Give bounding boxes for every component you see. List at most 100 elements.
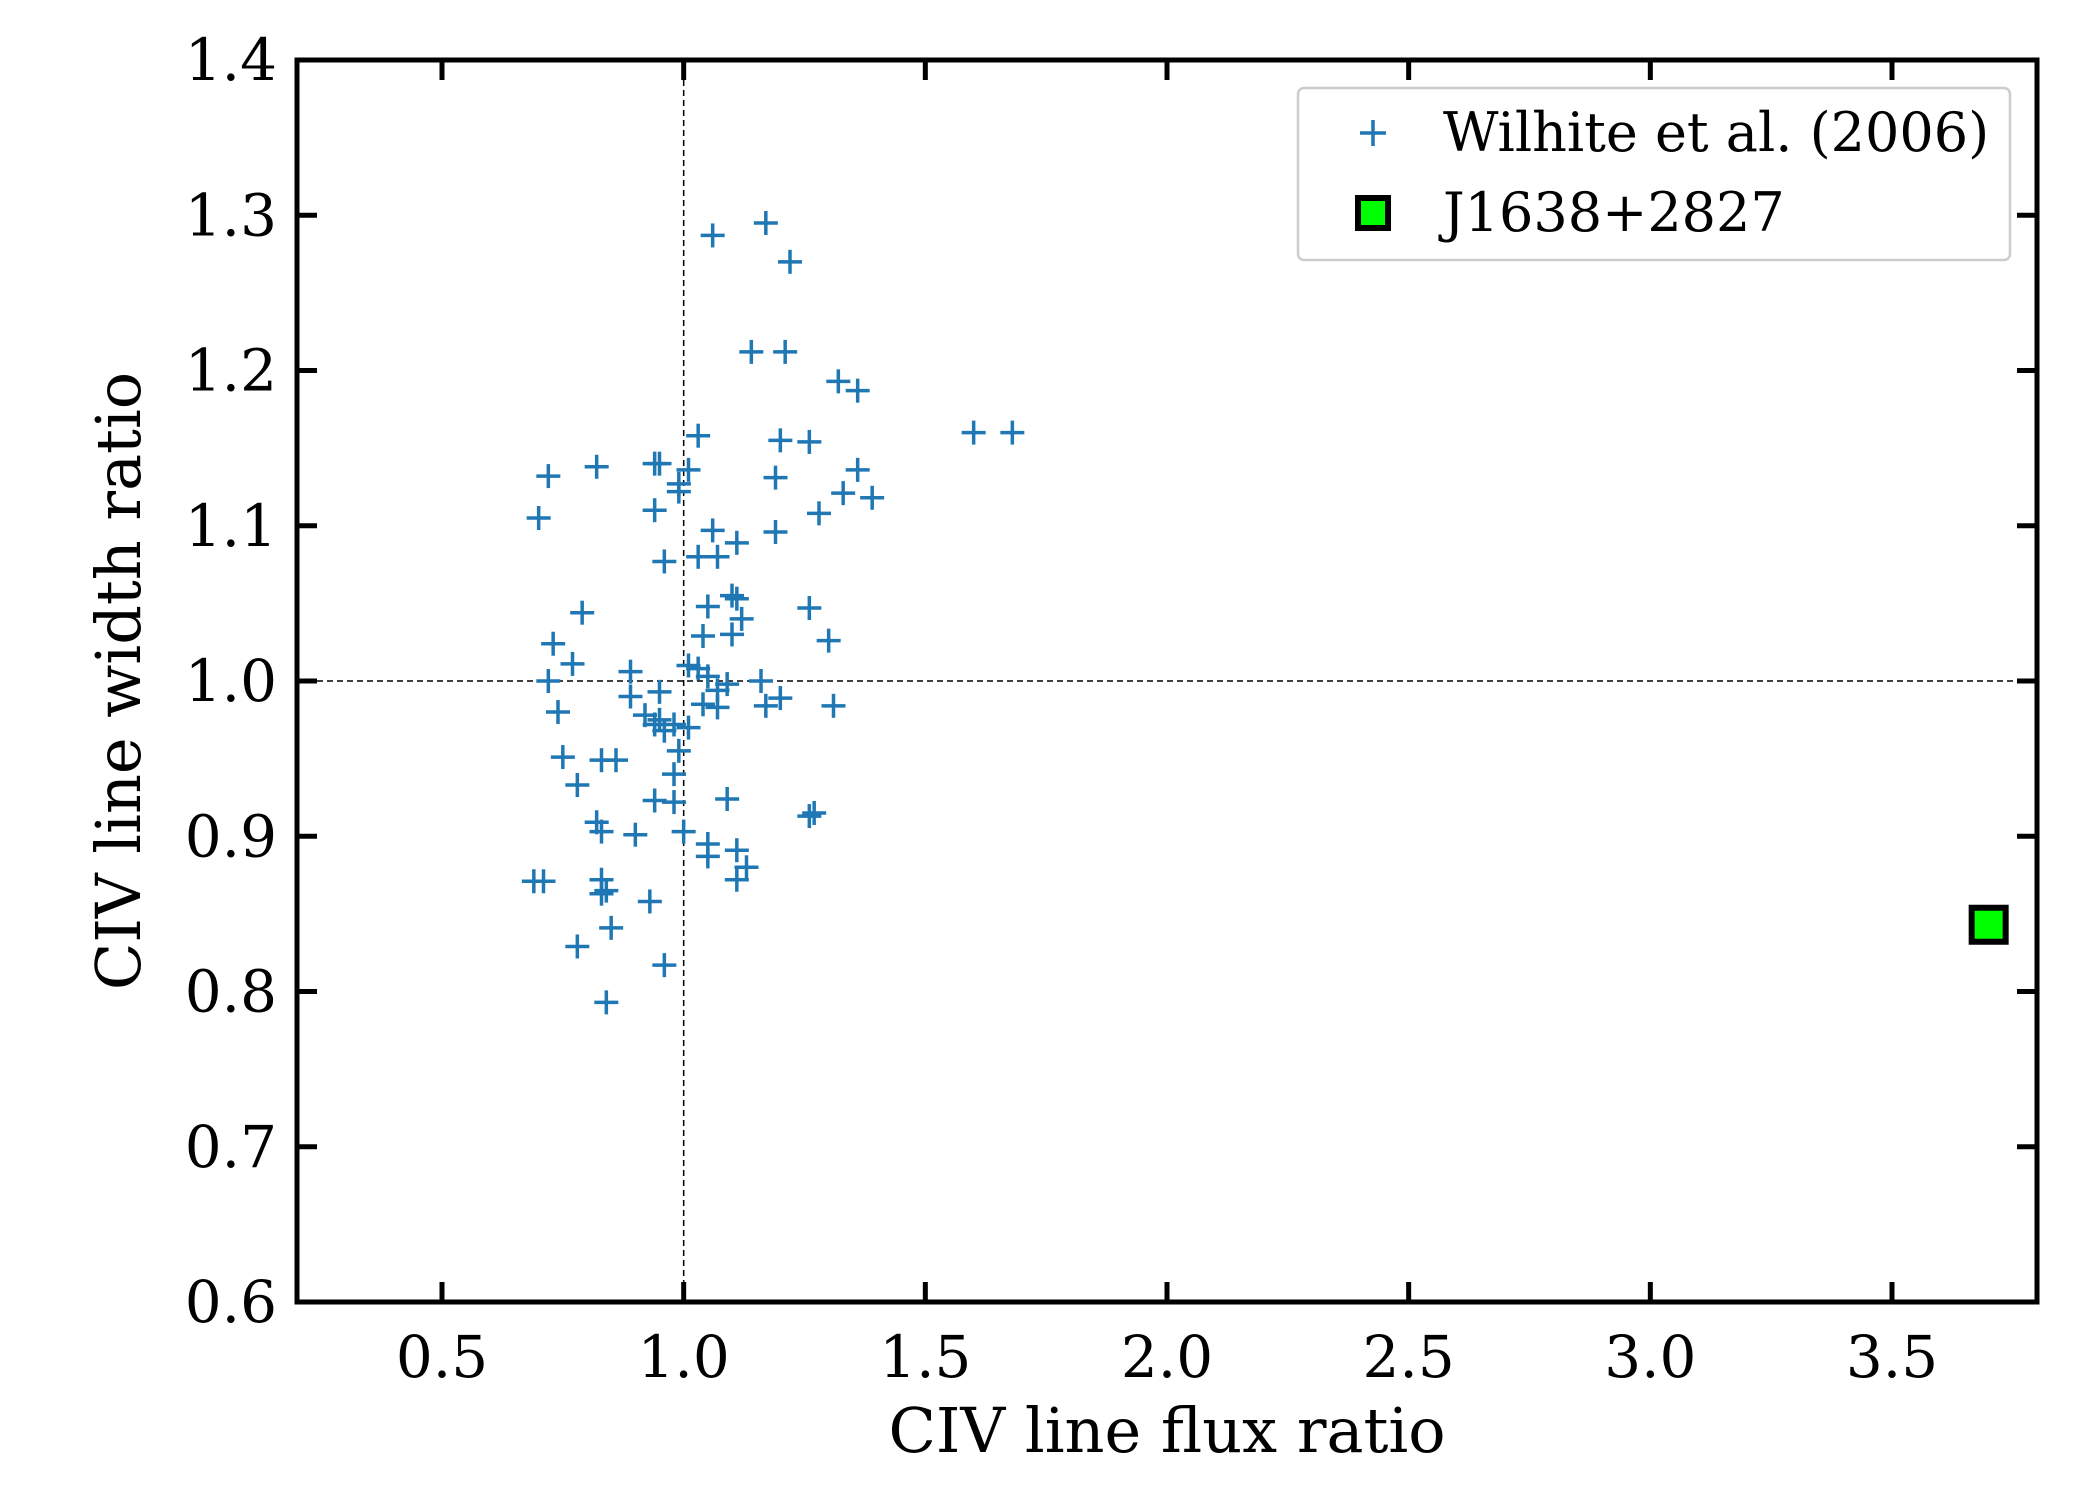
legend-label: J1638+2827: [1438, 181, 1785, 244]
y-tick-label: 0.9: [185, 802, 277, 870]
data-point-plus: [695, 844, 720, 869]
data-point-plus: [816, 628, 841, 653]
data-point-plus: [560, 651, 585, 676]
data-point-plus: [739, 339, 764, 364]
data-point-plus: [652, 549, 677, 574]
data-point-plus: [589, 881, 614, 906]
data-point-plus: [623, 822, 648, 847]
data-point-plus: [695, 594, 720, 619]
data-point-plus: [753, 693, 778, 718]
data-point-plus: [676, 715, 701, 740]
data-point-plus: [546, 700, 570, 725]
legend-marker-plus: [1360, 120, 1386, 146]
y-tick-label: 1.3: [185, 181, 277, 249]
data-point-plus: [720, 622, 744, 647]
y-tick-label: 1.4: [185, 26, 277, 94]
data-point-plus: [1000, 420, 1025, 445]
data-point-plus: [845, 457, 870, 482]
x-tick-label: 1.5: [879, 1323, 971, 1391]
data-point-plus: [662, 762, 686, 787]
data-point-plus: [618, 659, 643, 684]
legend-box: [1296, 86, 2012, 262]
data-point-plus: [570, 600, 595, 625]
data-point-plus: [734, 855, 759, 880]
data-point-plus: [666, 479, 691, 504]
data-point-plus: [565, 934, 590, 959]
x-tick-label: 3.0: [1604, 1323, 1696, 1391]
x-axis-label: CIV line flux ratio: [888, 1394, 1445, 1467]
data-point-plus: [749, 669, 773, 693]
data-point-plus: [676, 457, 701, 482]
data-point-plus: [845, 378, 870, 403]
reference-lines: [297, 60, 2037, 1302]
y-tick-label: 0.8: [185, 958, 277, 1026]
data-point-plus: [589, 819, 614, 844]
data-point-plus: [831, 481, 856, 506]
data-point-plus: [618, 684, 643, 709]
data-point-plus: [647, 451, 672, 476]
legend: Wilhite et al. (2006) J1638+2827: [1296, 86, 2012, 262]
x-tick-label: 0.5: [396, 1323, 488, 1391]
data-point-plus: [961, 420, 986, 445]
data-point-plus: [724, 586, 749, 611]
data-point-plus: [536, 669, 561, 693]
data-point-plus: [691, 623, 715, 648]
plot-frame: [294, 57, 2040, 1305]
y-tick-label: 1.2: [185, 337, 277, 405]
data-point-plus: [536, 464, 561, 489]
data-point-plus: [753, 211, 778, 236]
data-point-plus: [686, 423, 711, 448]
data-point-plus: [526, 505, 551, 530]
data-point-plus: [802, 800, 827, 825]
data-point-plus: [860, 485, 885, 510]
legend-label: Wilhite et al. (2006): [1443, 101, 1989, 164]
data-point-plus: [652, 953, 677, 978]
data-point-plus: [695, 664, 720, 689]
data-point-plus: [797, 429, 822, 454]
data-point-plus: [599, 915, 624, 940]
data-point-plus: [724, 867, 749, 892]
y-tick-label: 0.6: [185, 1268, 277, 1336]
data-point-plus: [778, 249, 802, 274]
data-point-plus: [826, 369, 851, 394]
x-tick-label: 2.0: [1121, 1323, 1213, 1391]
y-axis-label: CIV line width ratio: [82, 372, 155, 990]
data-point-plus: [642, 498, 667, 523]
data-point-plus: [604, 748, 628, 773]
data-point-plus: [705, 544, 730, 569]
y-tick-label: 1.1: [185, 492, 277, 560]
data-point-plus: [729, 606, 754, 631]
x-tick-label: 3.5: [1846, 1323, 1938, 1391]
data-point-plus: [720, 583, 744, 608]
data-point-plus: [807, 501, 831, 526]
y-tick-label: 0.7: [185, 1113, 277, 1181]
data-point-plus: [691, 692, 715, 717]
data-point-plus: [594, 878, 619, 903]
data-point-square: [1968, 904, 2009, 945]
data-point-plus: [724, 838, 749, 863]
data-point-plus: [541, 631, 566, 656]
data-point-plus: [724, 530, 749, 555]
x-tick-label: 2.5: [1363, 1323, 1455, 1391]
data-point-plus: [700, 223, 725, 248]
data-point-plus: [763, 465, 788, 490]
data-point-plus: [797, 804, 822, 829]
data-point-plus: [594, 990, 619, 1015]
data-point-plus: [797, 596, 822, 621]
data-point-plus: [637, 889, 662, 914]
data-point-plus: [705, 695, 730, 720]
data-point-plus: [763, 519, 788, 544]
legend-items: Wilhite et al. (2006) J1638+2827: [1355, 101, 1989, 244]
data-point-plus: [773, 339, 798, 364]
data-points: [521, 211, 2009, 1015]
data-point-plus: [821, 693, 846, 718]
data-point-plus: [768, 428, 793, 453]
data-point-plus: [531, 869, 556, 894]
legend-marker-square: [1355, 195, 1391, 231]
data-point-plus: [700, 518, 725, 543]
x-tick-label: 1.0: [638, 1323, 730, 1391]
data-point-plus: [666, 738, 691, 763]
data-point-plus: [715, 786, 740, 811]
axis-ticks: 0.5 1.0 1.5 2.0 2.5 3.0 3.5 0.6 0.7 0.8 0.9 1.0 1.1 1…: [185, 26, 2037, 1391]
data-point-plus: [647, 679, 672, 704]
